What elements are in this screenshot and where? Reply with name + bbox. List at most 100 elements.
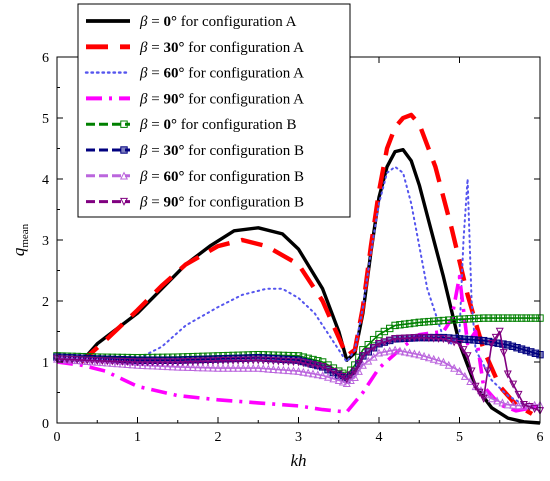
data-point [425,317,433,326]
data-point [401,320,409,328]
data-point [513,314,521,322]
legend-beta-symbol: β [139,40,148,56]
data-point [487,394,496,403]
data-point [471,382,480,391]
data-point [444,360,453,369]
data-point [324,372,333,381]
data-point [405,348,414,357]
data-point [374,348,384,357]
legend-description: for configuration A [184,91,304,107]
data-point [475,314,483,323]
legend-item: β = 90° for configuration A [86,91,304,107]
data-point [424,334,433,343]
data-point [78,356,87,365]
data-point [108,357,117,366]
data-point [415,318,423,327]
data-point [420,334,429,343]
data-point [509,400,518,409]
data-point [183,357,192,367]
data-point [329,368,338,377]
data-point [479,314,488,322]
data-point [208,357,217,366]
data-point [444,336,453,345]
y-axis-title: qmean [9,223,31,256]
data-point [193,357,202,366]
data-point [489,314,498,322]
legend-equals: = [147,14,163,30]
legend-item: β = 30° for configuration B [86,143,304,159]
data-point [517,314,526,322]
data-point [83,356,92,365]
data-point [198,357,207,366]
x-tick-label: 1 [134,430,141,445]
data-point [354,359,363,368]
data-point [289,366,298,375]
data-point [424,353,433,362]
data-point [329,374,338,383]
legend-description: for configuration B [184,143,304,159]
data-point [459,346,468,355]
data-point [299,359,308,368]
data-point [158,361,167,370]
data-point [304,368,313,377]
data-point [208,363,217,372]
legend-description: for configuration B [184,195,304,211]
data-point [503,400,512,409]
data-point [178,362,187,371]
data-point [143,358,152,367]
data-point [434,334,443,343]
data-point [358,360,367,369]
data-point [455,315,464,324]
legend-equals: = [147,117,163,133]
data-point [219,363,228,372]
data-point [324,365,333,374]
data-point [358,352,367,361]
data-point [274,357,283,366]
data-point [133,358,142,367]
data-point [299,367,308,376]
data-point [113,357,122,366]
data-point [244,356,253,365]
data-point [213,363,223,372]
series-2 [79,112,534,416]
legend-label: β = 30° for configuration B [139,143,304,159]
data-point [483,367,492,376]
series-line [79,112,534,416]
data-point [460,315,469,323]
legend-equals: = [147,40,163,56]
legend-beta-value: 60° [163,66,184,82]
data-point [158,358,167,367]
data-point [463,352,472,361]
data-point [93,357,102,366]
legend-item: β = 30° for configuration A [86,40,304,56]
data-point [168,362,177,371]
y-tick-label: 0 [42,417,49,432]
legend-equals: = [147,66,163,82]
legend-beta-value: 0° [163,117,177,133]
legend-item: β = 90° for configuration B [86,195,304,211]
x-axis-title: kh [290,451,306,470]
data-point [405,334,414,343]
data-point [318,363,327,372]
data-point [430,317,438,325]
legend-beta-symbol: β [139,117,148,133]
data-point [434,356,443,365]
data-point [193,363,202,372]
data-point [342,375,351,384]
data-point [439,335,448,344]
legend-item: β = 0° for configuration B [86,117,297,133]
legend-label: β = 90° for configuration B [139,195,304,211]
data-point [466,376,475,386]
data-point [308,361,317,370]
data-point [120,146,128,154]
data-point [234,356,243,365]
data-point [123,359,132,368]
data-point [103,357,112,366]
data-point [103,358,112,367]
y-tick-label: 5 [42,112,49,127]
data-point [369,344,378,353]
data-point [73,356,82,365]
y-tick-label: 6 [42,51,49,66]
y-tick-label: 2 [42,295,49,310]
data-point [465,315,473,323]
